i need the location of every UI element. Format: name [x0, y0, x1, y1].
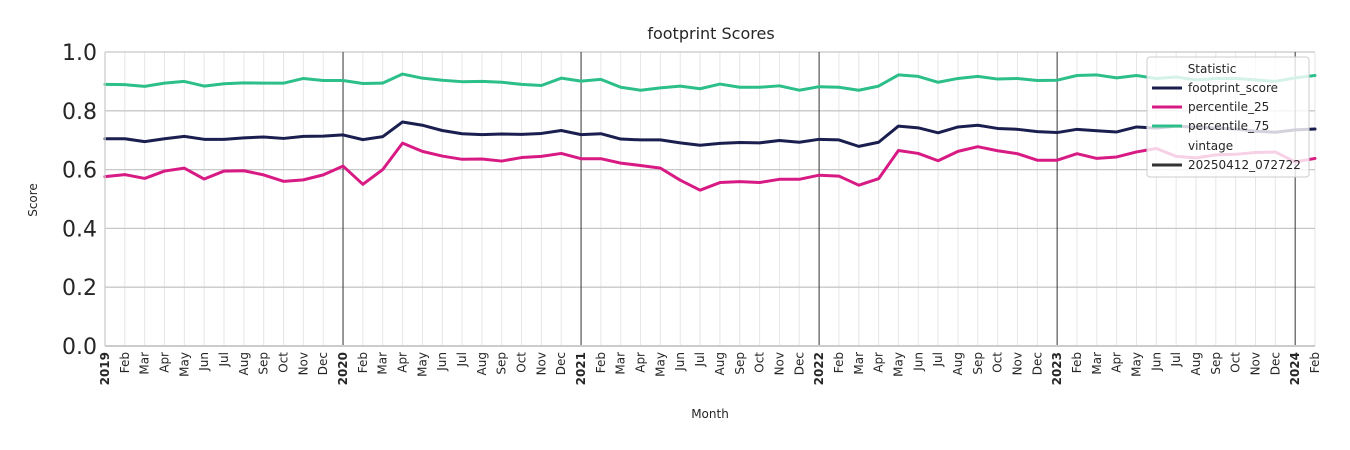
x-tick-label-year: 2024: [1288, 352, 1302, 385]
axis-layer: 0.0 0.2 0.4 0.6 0.8 1.0 2019 Feb Mar Apr May Jun Jul…: [62, 41, 1322, 385]
x-tick-label: Aug: [951, 352, 965, 375]
x-tick-label: Oct: [515, 352, 529, 373]
x-tick-label: Apr: [1110, 352, 1124, 373]
x-tick-label: Feb: [1070, 352, 1084, 373]
x-tick-label: Dec: [1268, 352, 1282, 375]
x-tick-label: Nov: [296, 352, 310, 375]
x-axis-label: Month: [691, 407, 729, 421]
legend-title: Statistic: [1188, 62, 1237, 76]
x-tick-label: Sep: [733, 352, 747, 375]
x-tick-label: May: [1129, 352, 1143, 377]
legend-entry-percentile-75: percentile_75: [1188, 119, 1269, 133]
y-tick-label: 0.6: [62, 159, 97, 184]
y-axis-label: Score: [26, 183, 40, 217]
y-tick-label: 0.8: [62, 100, 97, 125]
x-tick-label: Nov: [1010, 352, 1024, 375]
x-tick-label: Mar: [138, 352, 152, 375]
x-tick-label: Jul: [1169, 352, 1183, 367]
x-tick-label: Nov: [772, 352, 786, 375]
x-tick-label: Oct: [277, 352, 291, 373]
x-tick-label-year: 2021: [574, 352, 588, 385]
x-tick-label: May: [415, 352, 429, 377]
legend-entry-footprint-score: footprint_score: [1188, 81, 1278, 95]
x-tick-label: Nov: [1248, 352, 1262, 375]
x-tick-label: Feb: [118, 352, 132, 373]
chart-title: footprint Scores: [647, 24, 774, 43]
grid-layer: [105, 51, 1316, 347]
y-tick-label: 0.0: [62, 335, 97, 360]
legend: Statistic footprint_score percentile_25 …: [1146, 56, 1310, 178]
x-tick-label: Apr: [634, 352, 648, 373]
x-tick-label: May: [891, 352, 905, 377]
x-tick-label: Jun: [673, 352, 687, 372]
x-tick-label: Feb: [832, 352, 846, 373]
x-tick-label: Aug: [475, 352, 489, 375]
legend-vintage-title: vintage: [1188, 139, 1233, 153]
series-line-percentile-75: [103, 72, 1317, 92]
x-tick-label: Oct: [1229, 352, 1243, 373]
x-tick-label: Feb: [1308, 352, 1322, 373]
x-tick-label: Oct: [753, 352, 767, 373]
x-tick-label: Mar: [852, 352, 866, 375]
x-tick-label: Apr: [396, 352, 410, 373]
series-line-footprint-score: [103, 120, 1317, 148]
x-tick-label: Mar: [376, 352, 390, 375]
x-tick-label: Dec: [792, 352, 806, 375]
x-tick-label: Sep: [257, 352, 271, 375]
x-tick-label: Mar: [1090, 352, 1104, 375]
series-layer: [103, 72, 1317, 192]
x-tick-label: Jul: [693, 352, 707, 367]
x-tick-label: May: [177, 352, 191, 377]
series-line-percentile-25: [103, 141, 1317, 192]
x-tick-label: Dec: [316, 352, 330, 375]
x-tick-label: Jun: [1149, 352, 1163, 372]
x-tick-label: Sep: [495, 352, 509, 375]
x-tick-label: Oct: [991, 352, 1005, 373]
x-tick-label-year: 2020: [336, 352, 350, 385]
x-tick-label-year: 2023: [1050, 352, 1064, 385]
x-tick-label-year: 2022: [812, 352, 826, 385]
x-tick-label: Sep: [971, 352, 985, 375]
y-tick-label: 1.0: [62, 41, 97, 66]
x-tick-label: Aug: [237, 352, 251, 375]
x-tick-label: Sep: [1209, 352, 1223, 375]
legend-entry-percentile-25: percentile_25: [1188, 100, 1269, 114]
x-tick-label: Feb: [356, 352, 370, 373]
y-tick-label: 0.2: [62, 276, 97, 301]
x-tick-label: Jun: [197, 352, 211, 372]
x-tick-label: Apr: [872, 352, 886, 373]
x-tick-label: Jun: [911, 352, 925, 372]
y-tick-label: 0.4: [62, 217, 97, 242]
legend-entry-vintage: 20250412_072722: [1188, 158, 1301, 172]
x-tick-label: Jul: [455, 352, 469, 367]
x-tick-label: Apr: [158, 352, 172, 373]
x-tick-label: Dec: [554, 352, 568, 375]
x-tick-label: Jul: [931, 352, 945, 367]
x-tick-label: Feb: [594, 352, 608, 373]
x-tick-label: Jun: [435, 352, 449, 372]
x-tick-label: Dec: [1030, 352, 1044, 375]
x-tick-label: May: [653, 352, 667, 377]
x-tick-label-year: 2019: [98, 352, 112, 385]
legend-box: [1146, 56, 1310, 178]
x-tick-label: Jul: [217, 352, 231, 367]
x-tick-label: Aug: [1189, 352, 1203, 375]
x-tick-label: Mar: [614, 352, 628, 375]
x-tick-label: Aug: [713, 352, 727, 375]
x-tick-label: Nov: [534, 352, 548, 375]
